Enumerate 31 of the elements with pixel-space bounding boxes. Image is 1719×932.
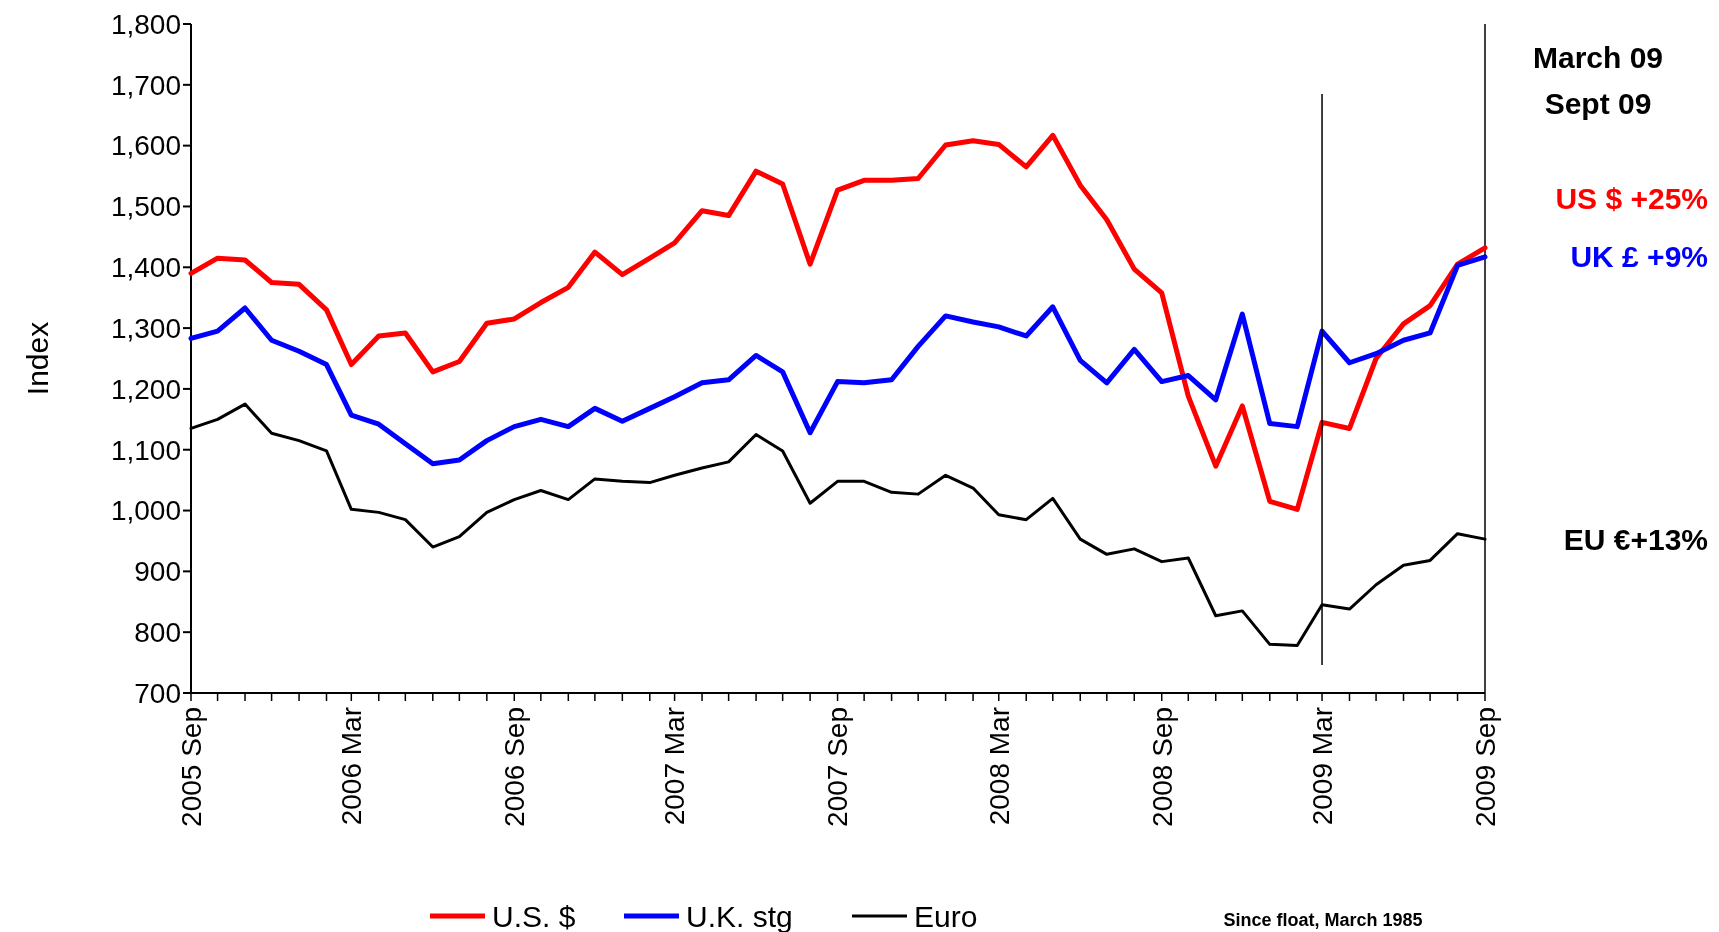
legend-label: U.S. $ [492, 899, 576, 932]
y-tick-label: 1,500 [110, 191, 181, 223]
y-tick-label: 1,600 [110, 130, 181, 162]
x-tick-label: 2008 Sep [1146, 707, 1178, 827]
y-tick-label: 800 [134, 616, 181, 648]
x-tick-label: 2009 Sep [1469, 707, 1501, 827]
y-tick-label: 1,800 [110, 8, 181, 40]
x-tick-label: 2006 Sep [499, 707, 531, 827]
annotation: US $ +25% [1555, 182, 1708, 216]
y-tick-label: 1,300 [110, 312, 181, 344]
y-tick-label: 700 [134, 677, 181, 709]
legend-label: U.K. stg [686, 899, 793, 932]
text: Since float, March 1985 [1223, 910, 1423, 930]
y-tick-label: 1,000 [110, 495, 181, 527]
text: Sept 09 [1544, 87, 1652, 120]
x-tick-label: 2009 Mar [1306, 707, 1338, 826]
y-tick-label: 1,200 [110, 373, 181, 405]
y-tick-label: 1,700 [110, 69, 181, 101]
x-tick-label: 2006 Mar [336, 707, 368, 826]
y-axis-title: Index [21, 321, 54, 396]
y-tick-label: 900 [134, 556, 181, 588]
x-tick-label: 2007 Mar [659, 707, 691, 826]
x-tick-label: 2008 Mar [983, 707, 1015, 826]
annotation: UK £ +9% [1570, 240, 1708, 274]
text: March 09 [1532, 41, 1664, 74]
legend-label: Euro [914, 899, 978, 932]
x-tick-label: 2007 Sep [822, 707, 854, 827]
y-tick-label: 1,100 [110, 434, 181, 466]
annotation: EU €+13% [1563, 522, 1708, 556]
y-tick-label: 1,400 [110, 252, 181, 284]
x-tick-label: 2005 Sep [175, 707, 207, 827]
